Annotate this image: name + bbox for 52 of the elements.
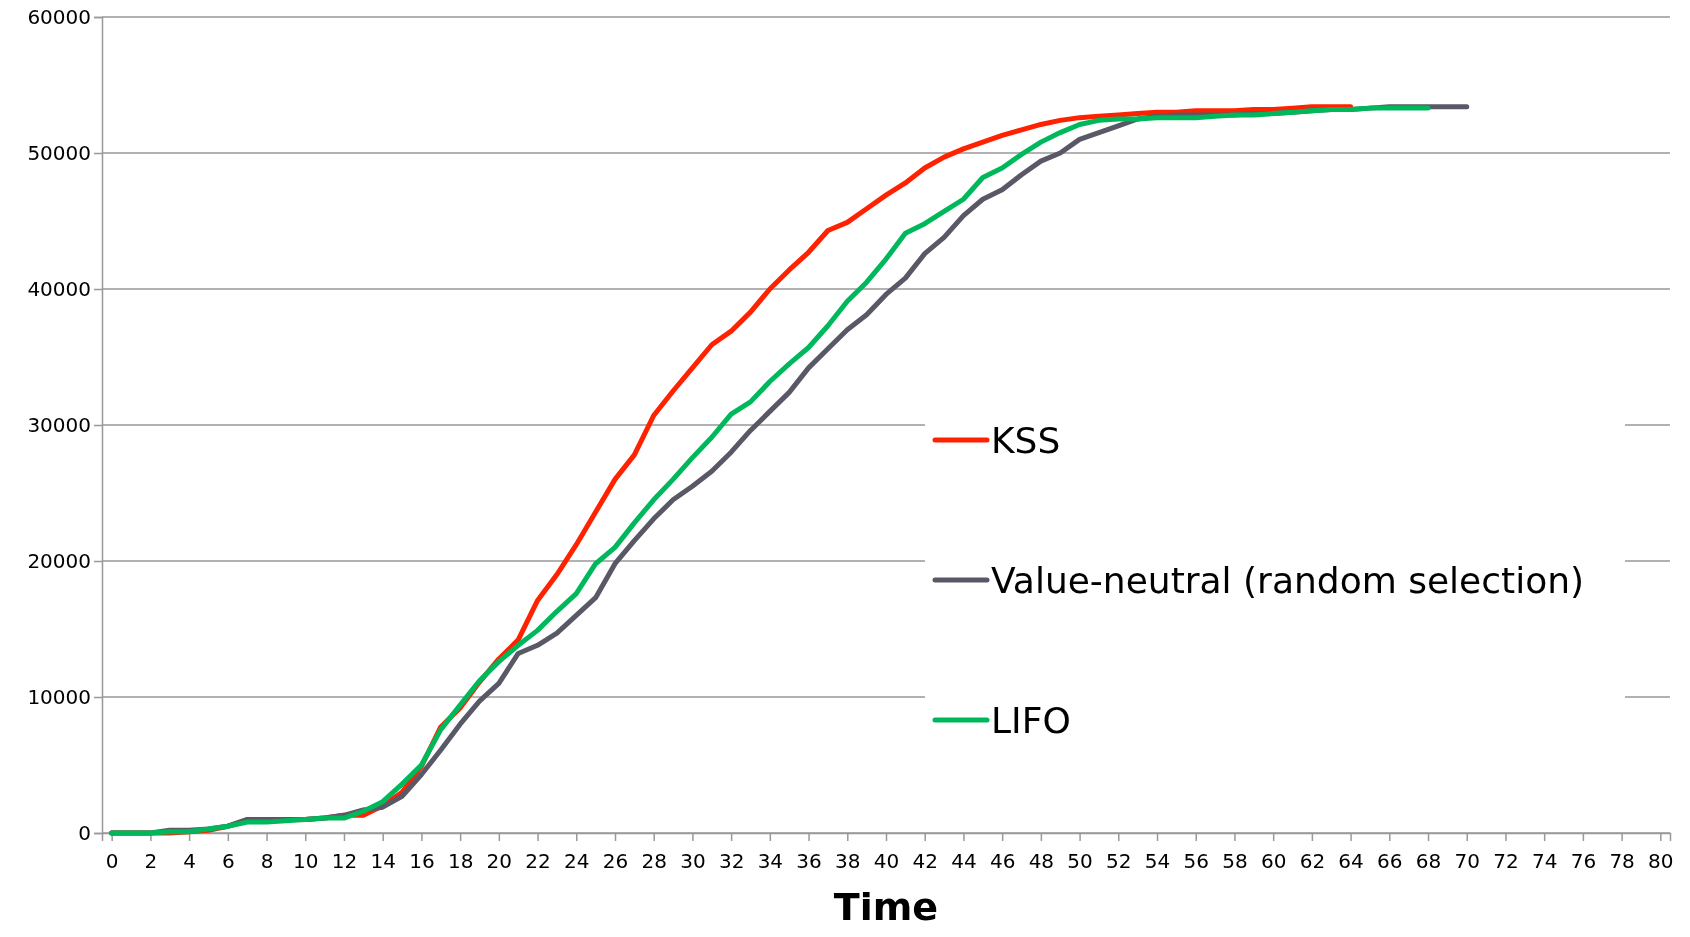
x-tick-label: 10	[293, 849, 319, 873]
y-tick-label: 50000	[27, 140, 91, 165]
legend-label: KSS	[991, 420, 1061, 461]
x-tick-label: 40	[873, 849, 900, 873]
x-tick-label: 16	[409, 849, 435, 873]
x-tick-label: 0	[105, 849, 119, 873]
x-tick-label: 24	[564, 849, 590, 873]
x-tick-label: 54	[1144, 849, 1171, 873]
legend-label: LIFO	[991, 700, 1071, 741]
x-tick-label: 8	[260, 849, 274, 873]
x-tick-label: 64	[1338, 849, 1364, 873]
x-tick-label: 50	[1067, 849, 1093, 873]
x-tick-label: 80	[1648, 849, 1674, 873]
x-tick-label: 56	[1183, 849, 1209, 873]
x-tick-label: 2	[144, 849, 158, 873]
y-tick-label: 20000	[27, 548, 91, 573]
x-tick-label: 62	[1299, 849, 1326, 873]
x-tick-label: 76	[1570, 849, 1597, 873]
x-tick-label: 78	[1609, 849, 1635, 873]
x-tick-label: 48	[1028, 849, 1055, 873]
y-tick-label: 10000	[27, 684, 91, 709]
x-tick-label: 20	[486, 849, 513, 873]
legend-label: Value-neutral (random selection)	[991, 560, 1585, 601]
x-tick-label: 22	[525, 849, 551, 873]
x-tick-label: 74	[1531, 849, 1558, 873]
x-tick-label: 52	[1106, 849, 1132, 873]
x-tick-label: 72	[1493, 849, 1519, 873]
y-tick-label: 60000	[27, 4, 91, 29]
x-tick-label: 60	[1260, 849, 1287, 873]
x-tick-label: 14	[370, 849, 396, 873]
x-tick-label: 68	[1415, 849, 1442, 873]
x-tick-label: 6	[221, 849, 235, 873]
x-tick-label: 70	[1454, 849, 1480, 873]
x-tick-label: 32	[718, 849, 745, 873]
x-tick-label: 38	[835, 849, 861, 873]
x-tick-label: 28	[641, 849, 667, 873]
x-tick-label: 18	[447, 849, 474, 873]
x-tick-label: 34	[757, 849, 784, 873]
x-tick-label: 58	[1222, 849, 1248, 873]
x-tick-label: 12	[331, 849, 358, 873]
x-tick-label: 30	[680, 849, 706, 873]
x-tick-label: 66	[1377, 849, 1403, 873]
x-axis-title: Time	[833, 885, 939, 929]
x-tick-label: 4	[183, 849, 196, 873]
y-tick-label: 30000	[27, 412, 91, 437]
y-tick-label: 40000	[27, 276, 91, 301]
x-tick-label: 26	[602, 849, 629, 873]
x-tick-label: 44	[951, 849, 977, 873]
x-tick-label: 46	[989, 849, 1016, 873]
x-tick-label: 42	[912, 849, 938, 873]
y-tick-label: 0	[78, 820, 91, 845]
x-tick-label: 36	[796, 849, 822, 873]
